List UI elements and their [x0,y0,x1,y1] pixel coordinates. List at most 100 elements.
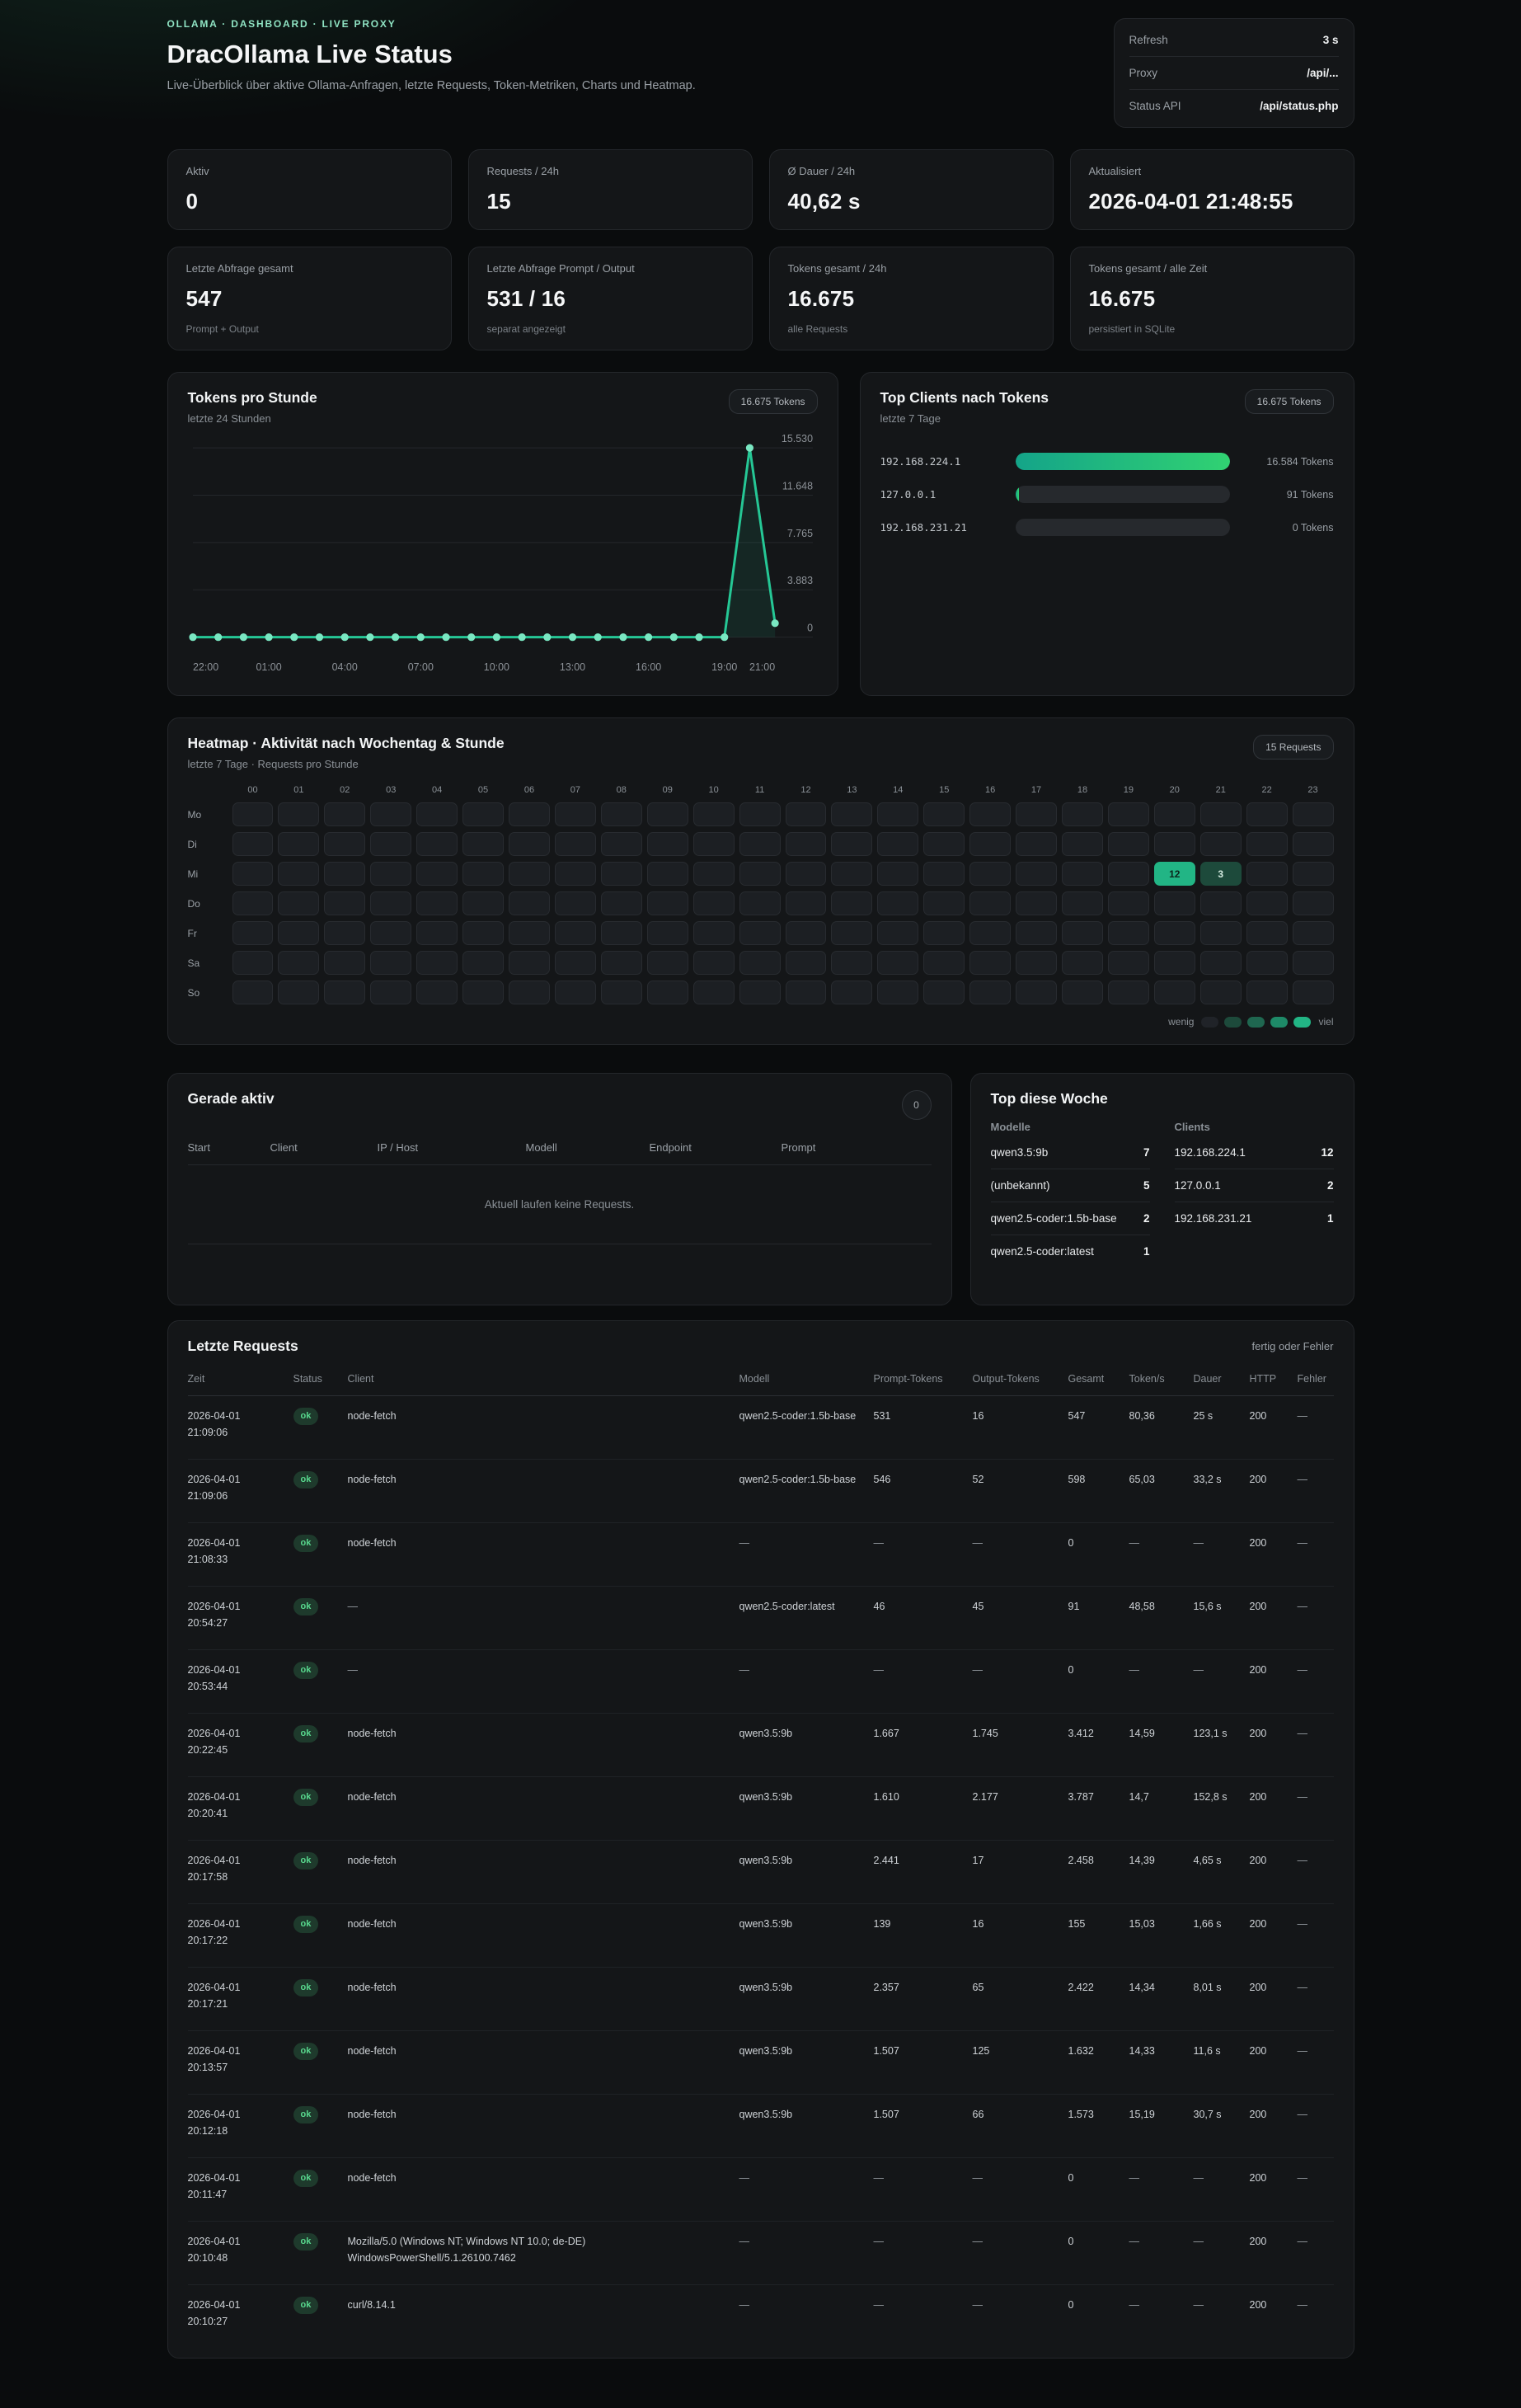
stat-card: Aktiv0 [167,149,452,230]
y-tick-label: 11.648 [782,480,812,491]
heatmap-cell [324,891,365,915]
request-prompt-tokens: — [874,2297,966,2313]
config-card: Refresh3 sProxy/api/...Status API/api/st… [1114,18,1354,128]
request-row: 2026-04-0120:20:41oknode-fetchqwen3.5:9b… [188,1777,1334,1841]
heatmap-cell [786,802,827,826]
heatmap-day-label: So [188,981,228,1004]
active-empty-message: Aktuell laufen keine Requests. [188,1165,932,1244]
active-column-header: Endpoint [650,1141,782,1154]
heatmap-cell [601,891,642,915]
stats-row-tokens: Letzte Abfrage gesamt547Prompt + OutputL… [167,247,1354,350]
heatmap-cell [1246,951,1288,975]
week-count: 5 [1143,1179,1150,1192]
heatmap-hour-label: 05 [462,785,504,797]
request-model: — [739,1535,867,1551]
request-tokens-per-second: 15,19 [1129,2106,1187,2123]
stat-value: 15 [487,189,734,214]
request-prompt-tokens: 546 [874,1471,966,1488]
request-prompt-tokens: — [874,1535,966,1551]
y-tick-label: 0 [807,623,813,634]
heatmap-cell [416,891,458,915]
request-tokens-per-second: — [1129,2170,1187,2186]
requests-column-header: Dauer [1194,1373,1243,1385]
heatmap-cell [324,951,365,975]
request-client: node-fetch [348,1535,733,1551]
heatmap-hour-label: 15 [923,785,965,797]
data-point [442,633,449,641]
heatmap-cell [324,802,365,826]
heatmap-cell [831,862,872,886]
heatmap-hour-label: 16 [969,785,1011,797]
status-badge: ok [293,1535,319,1552]
request-prompt-tokens: 2.357 [874,1979,966,1996]
stat-card: Aktualisiert2026-04-01 21:48:55 [1070,149,1354,230]
heatmap-cell [969,951,1011,975]
client-token-label: 91 Tokens [1242,489,1334,501]
heatmap-cell [370,891,411,915]
status-badge: ok [293,1471,319,1489]
stat-value: 547 [186,286,433,312]
request-duration: — [1194,2170,1243,2186]
client-row: 192.168.231.210 Tokens [880,519,1334,536]
top-week-client-row: 192.168.231.211 [1175,1202,1334,1235]
request-http-status: 200 [1250,1852,1291,1869]
heatmap-hour-label: 23 [1293,785,1334,797]
heatmap-day-label: Do [188,891,228,915]
request-status-cell: ok [293,2297,341,2314]
request-model: qwen3.5:9b [739,1725,867,1742]
heatmap-subtitle: letzte 7 Tage · Requests pro Stunde [188,758,505,770]
week-count: 1 [1143,1245,1150,1258]
request-status-cell: ok [293,1408,341,1425]
client-row: 192.168.224.116.584 Tokens [880,453,1334,470]
stat-value: 2026-04-01 21:48:55 [1089,189,1336,214]
status-badge: ok [293,2233,319,2250]
heatmap-cell [1293,802,1334,826]
heatmap-cell [1062,921,1103,945]
request-client: node-fetch [348,1408,733,1424]
heatmap-cell [462,981,504,1004]
request-total-tokens: 2.458 [1068,1852,1123,1869]
tokens-chart-subtitle: letzte 24 Stunden [188,412,317,425]
requests-column-header: Token/s [1129,1373,1187,1385]
request-duration: 11,6 s [1194,2043,1243,2059]
heatmap-cell [831,921,872,945]
heatmap-cell [693,832,735,856]
request-duration: — [1194,2233,1243,2250]
tokens-chart-header: Tokens pro Stunde letzte 24 Stunden 16.6… [188,389,818,425]
request-http-status: 200 [1250,1789,1291,1805]
heatmap-cell [831,951,872,975]
request-status-cell: ok [293,2170,341,2187]
heatmap-cell [647,921,688,945]
heatmap-cell [555,981,596,1004]
data-point [543,633,551,641]
stat-value: 16.675 [1089,286,1336,312]
heatmap-legend-swatch [1293,1017,1311,1028]
request-output-tokens: — [973,1662,1062,1678]
heatmap-cell [370,951,411,975]
heatmap-cell [509,862,550,886]
data-point [189,633,196,641]
request-prompt-tokens: — [874,2233,966,2250]
request-tokens-per-second: — [1129,2297,1187,2313]
client-ip: 127.0.0.1 [880,488,1004,501]
request-time: 2026-04-0120:11:47 [188,2170,287,2203]
request-model: qwen3.5:9b [739,1979,867,1996]
request-client: node-fetch [348,1725,733,1742]
request-error: — [1298,2233,1334,2250]
stat-card: Tokens gesamt / 24h16.675alle Requests [769,247,1054,350]
request-time: 2026-04-0120:53:44 [188,1662,287,1695]
heatmap-cell [1062,891,1103,915]
request-client: curl/8.14.1 [348,2297,733,2313]
request-tokens-per-second: 14,59 [1129,1725,1187,1742]
heatmap-grid: 0001020304050607080910111213141516171819… [188,785,1334,1004]
request-time: 2026-04-0120:10:27 [188,2297,287,2330]
request-time: 2026-04-0121:09:06 [188,1471,287,1504]
heatmap-cell [1293,891,1334,915]
x-tick-label: 19:00 [711,661,737,673]
client-bar-track [1016,519,1230,536]
request-status-cell: ok [293,2233,341,2250]
request-status-cell: ok [293,1789,341,1806]
heatmap-cell [969,981,1011,1004]
request-http-status: 200 [1250,2043,1291,2059]
stat-card: Letzte Abfrage Prompt / Output531 / 16se… [468,247,753,350]
